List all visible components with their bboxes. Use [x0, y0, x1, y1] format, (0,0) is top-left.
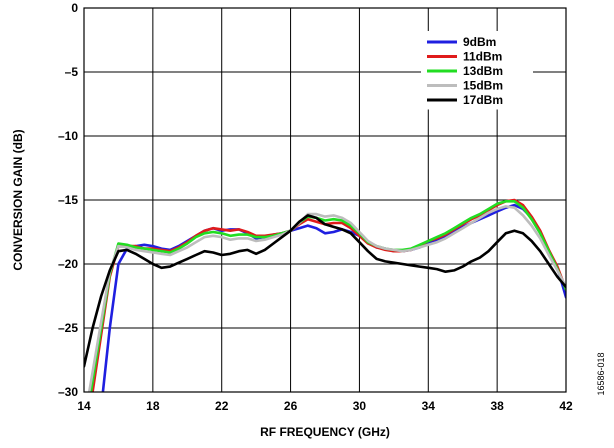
y-tick-label: –15	[58, 193, 78, 207]
series-line-15dBm	[87, 205, 566, 392]
series-line-13dBm	[89, 200, 566, 392]
x-tick-label: 38	[490, 399, 504, 413]
y-tick-label: –30	[58, 385, 78, 399]
legend-label: 15dBm	[463, 79, 503, 93]
y-tick-label: –25	[58, 321, 78, 335]
y-tick-label: –20	[58, 257, 78, 271]
series-layer	[84, 198, 566, 392]
y-tick-label: 0	[71, 1, 78, 15]
legend-label: 17dBm	[463, 93, 503, 107]
y-tick-label: –10	[58, 129, 78, 143]
x-tick-label: 18	[146, 399, 160, 413]
y-axis-ticks: 0 –5 –10 –15 –20 –25 –30	[58, 1, 78, 399]
series-line-11dBm	[91, 198, 566, 392]
x-tick-label: 22	[215, 399, 229, 413]
legend-label: 11dBm	[463, 50, 502, 64]
figure-id: 16586-018	[596, 352, 606, 395]
y-tick-label: –5	[65, 65, 79, 79]
x-tick-label: 26	[284, 399, 298, 413]
x-axis-title: RF FREQUENCY (GHz)	[260, 425, 390, 439]
x-tick-label: 34	[422, 399, 436, 413]
series-line-17dBm	[84, 214, 566, 368]
y-axis-title: CONVERSION GAIN (dB)	[11, 129, 25, 270]
legend-label: 13dBm	[463, 64, 503, 78]
x-tick-label: 42	[559, 399, 573, 413]
series-line-9dBm	[101, 203, 566, 392]
legend-label: 9dBm	[463, 35, 496, 49]
x-axis-ticks: 14 18 22 26 30 34 38 42	[77, 399, 573, 413]
plot-frame	[83, 7, 567, 393]
x-tick-label: 14	[77, 399, 91, 413]
x-tick-label: 30	[353, 399, 367, 413]
